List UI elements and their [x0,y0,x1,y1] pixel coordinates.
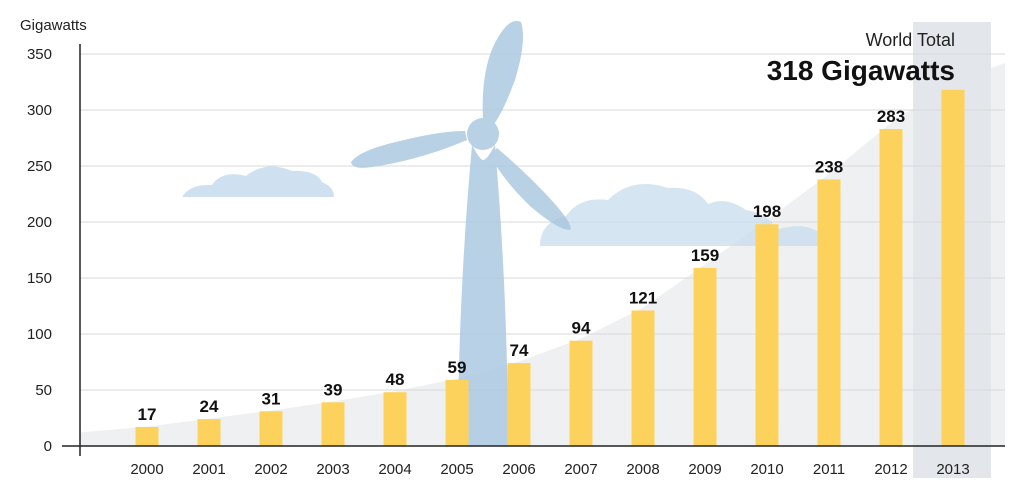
data-labels: 17 24 31 39 48 59 74 94 121 159 198 238 283 [138,107,906,424]
y-axis-title: Gigawatts [20,17,87,34]
x-tick-labels: 2000 2001 2002 2003 2004 2005 2006 2007 2008 2009… [130,461,969,478]
data-label-2003: 39 [324,380,343,399]
data-label-2012: 283 [877,107,905,126]
bar-2004 [383,392,407,446]
data-label-2008: 121 [629,288,657,307]
x-tick-2005: 2005 [440,461,473,478]
bar-2009 [693,267,717,446]
gridlines [80,53,1005,391]
data-label-2005: 59 [448,358,467,377]
highlight-headline: 318 Gigawatts [767,55,955,86]
y-tick-label: 350 [27,46,52,63]
bar-2011 [817,179,841,446]
x-tick-2012: 2012 [874,461,907,478]
wind-turbine-icon [351,21,571,446]
y-tick-label: 100 [27,326,52,343]
bar-2007 [569,340,593,446]
bar-2008 [631,310,655,446]
data-label-2011: 238 [815,157,843,176]
x-tick-2002: 2002 [254,461,287,478]
y-tick-labels: 0 50 100 150 200 250 300 350 [27,46,52,455]
data-label-2001: 24 [200,397,219,416]
bar-2012 [879,129,903,447]
data-label-2009: 159 [691,246,719,265]
y-tick-label: 250 [27,158,52,175]
y-tick-label: 0 [44,438,52,455]
x-tick-2009: 2009 [688,461,721,478]
y-tick-label: 200 [27,214,52,231]
y-tick-label: 300 [27,102,52,119]
cloud-icon [182,166,334,197]
data-label-2007: 94 [572,319,591,338]
data-label-2010: 198 [753,202,781,221]
y-tick-label: 50 [35,382,52,399]
x-tick-2000: 2000 [130,461,163,478]
bar-2006 [507,363,531,446]
x-tick-2013: 2013 [936,461,969,478]
highlight-subtitle: World Total [866,30,955,50]
bar-2000 [135,426,159,446]
x-tick-2006: 2006 [502,461,535,478]
data-label-2004: 48 [386,370,405,389]
x-tick-2011: 2011 [813,461,845,478]
bar-2010 [755,224,779,446]
data-label-2002: 31 [262,389,281,408]
x-tick-2007: 2007 [564,461,597,478]
data-label-2000: 17 [138,405,157,424]
bar-2001 [197,419,221,446]
data-label-2006: 74 [510,341,529,360]
bar-2005 [445,379,469,446]
bar-2002 [259,411,283,446]
x-tick-2004: 2004 [378,461,411,478]
bar-2003 [321,402,345,446]
x-tick-2001: 2001 [192,461,225,478]
x-tick-2008: 2008 [626,461,659,478]
background-growth-area [80,62,1005,447]
bar-series [135,89,965,447]
y-tick-label: 150 [27,270,52,287]
x-tick-2003: 2003 [316,461,349,478]
x-tick-2010: 2010 [750,461,783,478]
bar-2013 [941,89,965,446]
